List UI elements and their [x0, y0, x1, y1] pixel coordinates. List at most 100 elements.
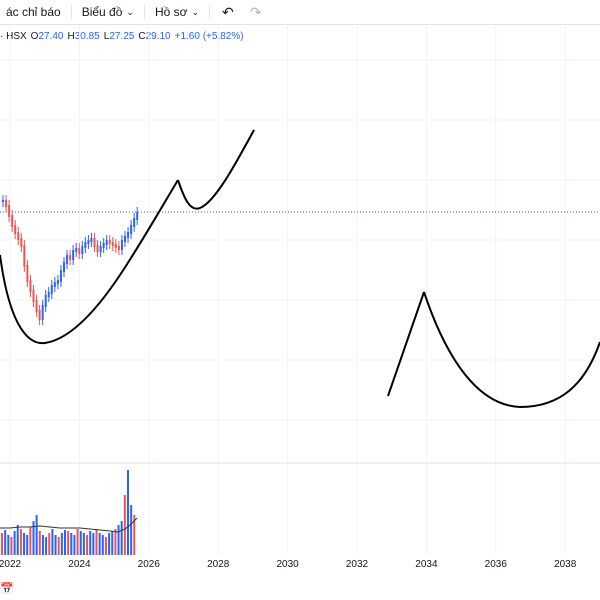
- volume-bar: [16, 525, 19, 555]
- candle: [72, 250, 75, 260]
- drawing-peak-right: [387, 291, 425, 397]
- volume-bar: [123, 495, 126, 555]
- candle: [56, 280, 59, 284]
- volume-bar: [133, 515, 136, 555]
- volume-bar: [26, 535, 29, 555]
- x-tick-label: 2038: [554, 559, 577, 570]
- volume-bar: [130, 505, 133, 555]
- volume-bar: [111, 531, 114, 555]
- candle: [35, 300, 38, 312]
- toolbar-divider: [70, 5, 72, 19]
- profile-menu-button[interactable]: Hồ sơ ⌄: [154, 5, 200, 19]
- candle: [38, 310, 41, 320]
- volume-bar: [89, 531, 92, 555]
- volume-bar: [54, 535, 57, 555]
- candle: [63, 262, 65, 272]
- volume-bar: [120, 521, 123, 555]
- drawing-cup-left: [0, 179, 179, 345]
- candle: [87, 240, 90, 244]
- candle: [81, 246, 84, 254]
- candle: [69, 255, 72, 260]
- candle: [20, 238, 23, 247]
- low-value: L27.25: [103, 31, 135, 42]
- candle: [111, 242, 114, 246]
- volume-bar: [48, 533, 51, 555]
- volume-bar: [1, 533, 3, 555]
- candle: [124, 236, 126, 242]
- candle: [114, 244, 117, 248]
- chart-menu-button[interactable]: Biểu đồ ⌄: [81, 5, 134, 19]
- high-value: H30.85: [67, 31, 100, 42]
- x-tick-label: 2022: [0, 559, 22, 570]
- candle: [127, 232, 130, 238]
- volume-bars: [1, 470, 136, 555]
- candle: [120, 240, 123, 250]
- candle: [26, 265, 29, 282]
- candle: [11, 215, 14, 227]
- candle: [84, 242, 87, 248]
- chevron-down-icon: ⌄: [191, 6, 200, 17]
- x-tick-label: 2034: [415, 559, 438, 570]
- volume-bar: [10, 537, 13, 555]
- candle: [66, 255, 69, 264]
- volume-bar: [67, 531, 70, 555]
- exchange-label: · HSX: [0, 31, 27, 42]
- candle: [53, 282, 56, 287]
- candle: [23, 245, 26, 267]
- x-tick-label: 2030: [276, 559, 299, 570]
- volume-bar: [104, 537, 107, 555]
- volume-bar: [117, 525, 120, 555]
- candle: [93, 238, 96, 247]
- toolbar-divider: [209, 5, 211, 19]
- volume-bar: [19, 529, 22, 555]
- volume-bar: [35, 515, 38, 555]
- candle: [41, 305, 44, 320]
- calendar-icon[interactable]: 📅: [0, 583, 14, 595]
- volume-bar: [98, 533, 101, 555]
- volume-bar: [64, 530, 66, 555]
- volume-bar: [76, 529, 79, 555]
- x-tick-label: 2028: [207, 559, 230, 570]
- volume-bar: [13, 531, 16, 555]
- candle: [2, 200, 4, 202]
- candle: [75, 248, 78, 252]
- candle: [5, 200, 8, 207]
- candle: [44, 295, 47, 307]
- toolbar-divider: [143, 5, 145, 19]
- candle: [78, 248, 81, 254]
- close-value: C29.10: [138, 31, 171, 42]
- volume-bar: [45, 537, 48, 555]
- candle: [59, 270, 62, 282]
- volume-bar: [86, 535, 89, 555]
- volume-bar: [95, 529, 98, 555]
- volume-bar: [73, 535, 76, 555]
- volume-bar: [70, 533, 73, 555]
- volume-bar: [114, 529, 117, 555]
- x-tick-label: 2032: [346, 559, 369, 570]
- ohlc-legend: · HSX O27.40 H30.85 L27.25 C29.10 +1.60 …: [0, 31, 244, 42]
- volume-bar: [32, 521, 35, 555]
- volume-bar: [101, 535, 104, 555]
- candle: [105, 240, 108, 245]
- undo-icon[interactable]: ↶: [222, 3, 234, 20]
- candle: [117, 246, 120, 250]
- indicators-button[interactable]: ác chỉ báo: [6, 5, 61, 19]
- candle: [133, 218, 136, 227]
- x-axis: 2022 2024 2026 2028 2030 2032 2034 2036 2038: [0, 559, 577, 570]
- volume-ma-line: [0, 517, 138, 533]
- x-tick-label: 2036: [485, 559, 508, 570]
- drawing-cup-right: [423, 291, 600, 409]
- candle: [90, 238, 93, 242]
- candle: [96, 245, 99, 252]
- volume-bar: [23, 533, 26, 555]
- volume-bar: [127, 470, 129, 555]
- volume-bar: [108, 533, 111, 555]
- candle: [99, 246, 102, 252]
- candle: [130, 225, 133, 234]
- redo-icon[interactable]: ↷: [249, 3, 262, 20]
- candle: [47, 292, 50, 297]
- top-toolbar: ác chỉ báo Biểu đồ ⌄ Hồ sơ ⌄ ↶ ↷: [0, 0, 600, 25]
- candle: [32, 290, 35, 302]
- candle: [108, 240, 111, 244]
